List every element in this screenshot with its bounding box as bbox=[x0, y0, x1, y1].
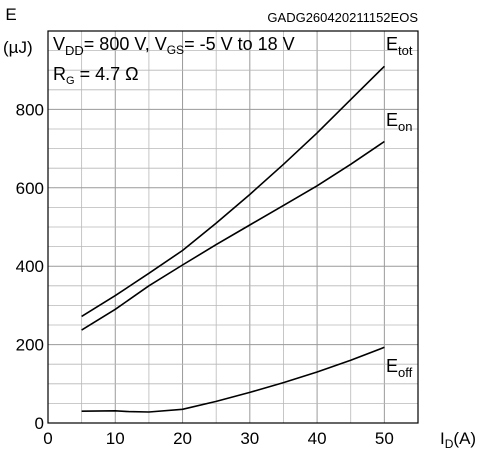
conditions-vdd-vgs-part: V bbox=[53, 34, 65, 54]
y-tick-label: 200 bbox=[16, 336, 44, 355]
conditions-vdd-vgs-part: GS bbox=[167, 43, 184, 57]
grid-lines bbox=[48, 31, 418, 423]
conditions-vdd-vgs-part: = -5 V to 18 V bbox=[184, 34, 295, 54]
series-label-main: E bbox=[386, 356, 398, 376]
conditions-vdd-vgs-part: = 800 V, V bbox=[84, 34, 167, 54]
x-tick-label: 0 bbox=[43, 429, 52, 448]
conditions-rg-part: R bbox=[53, 64, 66, 84]
series-line-tot bbox=[81, 65, 385, 318]
x-tick-label: 10 bbox=[106, 429, 125, 448]
y-axis-unit: (µJ) bbox=[3, 38, 33, 57]
conditions-vdd-vgs: VDD= 800 V, VGS= -5 V to 18 V bbox=[53, 34, 295, 58]
x-tick-label: 20 bbox=[173, 429, 192, 448]
y-tick-label: 0 bbox=[35, 414, 44, 433]
x-tick-label: 30 bbox=[240, 429, 259, 448]
x-tick-label: 50 bbox=[375, 429, 394, 448]
series-layer bbox=[81, 65, 385, 413]
figure-id: GADG260420211152EOS bbox=[267, 10, 418, 25]
series-label-main: E bbox=[386, 34, 398, 54]
series-line-off bbox=[81, 346, 385, 413]
x-axis-label: ID(A) bbox=[440, 429, 476, 450]
series-label-sub: on bbox=[398, 119, 412, 134]
x-axis-label-sub: D bbox=[445, 437, 454, 450]
y-tick-label: 400 bbox=[16, 257, 44, 276]
labels-layer: 0 10 20 30 40 50 0 200 400 600 800 E (µJ) ID(A) GADG26… bbox=[3, 5, 476, 450]
series-label-main: E bbox=[386, 110, 398, 130]
x-axis-label-unit: (A) bbox=[453, 429, 476, 448]
conditions-rg-part: = 4.7 Ω bbox=[75, 64, 139, 84]
y-tick-label: 600 bbox=[16, 179, 44, 198]
series-label-on: Eon bbox=[386, 110, 412, 134]
y-tick-label: 800 bbox=[16, 100, 44, 119]
y-axis-label: E bbox=[5, 5, 16, 24]
conditions-rg-part: G bbox=[66, 75, 75, 87]
conditions-vdd-vgs-part: DD bbox=[65, 43, 84, 58]
x-axis-label-main: I bbox=[440, 429, 445, 448]
series-label-tot: Etot bbox=[386, 34, 413, 58]
conditions-rg: RG = 4.7 Ω bbox=[53, 64, 139, 87]
x-tick-label: 40 bbox=[308, 429, 327, 448]
series-label-sub: tot bbox=[398, 43, 413, 58]
series-label-sub: off bbox=[398, 365, 413, 380]
plot-frame bbox=[47, 30, 419, 424]
series-label-off: Eoff bbox=[386, 356, 413, 380]
series-line-on bbox=[81, 140, 385, 331]
